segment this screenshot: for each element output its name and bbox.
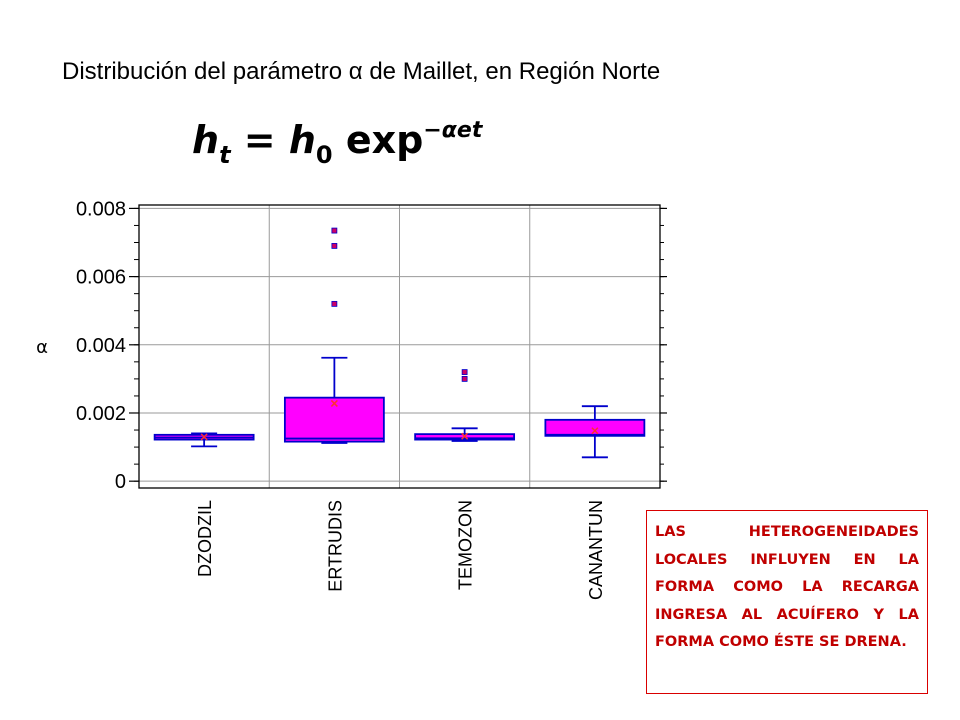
outlier-point <box>461 375 468 382</box>
alpha-boxplot-chart: 0 0.002 0.004 0.006 0.008 α DZODZIL ERTRUDIS TEM… <box>36 198 667 600</box>
formula-sub-zero: 0 <box>315 141 333 169</box>
mean-marker <box>591 427 599 435</box>
mean-marker <box>200 433 208 441</box>
y-axis-label: α <box>36 337 48 358</box>
outlier-point <box>461 369 468 375</box>
outlier-point <box>331 243 338 249</box>
mean-marker <box>461 432 469 440</box>
plot-frame <box>138 204 661 489</box>
note-box: LAS HETEROGENEIDADES LOCALES INFLUYEN EN… <box>646 510 928 694</box>
x-category-label: DZODZIL <box>195 500 215 577</box>
outlier-point <box>331 227 338 234</box>
slide-title: Distribución del parámetro α de Maillet,… <box>62 58 661 85</box>
x-category-label: TEMOZON <box>456 500 476 590</box>
formula-exp: exp <box>332 118 424 162</box>
formula-h0: h <box>288 118 316 162</box>
y-tick-label: 0.008 <box>76 198 126 220</box>
x-category-label: ERTRUDIS <box>325 500 345 592</box>
y-tick-label: 0 <box>115 471 126 493</box>
box-canantun <box>544 418 646 437</box>
formula-equals: = <box>230 118 289 162</box>
maillet-formula: ht = h0 exp−αet <box>192 118 482 169</box>
x-category-label: CANANTUN <box>586 500 606 600</box>
y-tick-label: 0.006 <box>76 267 126 289</box>
y-tick-label: 0.004 <box>76 335 126 357</box>
formula-exponent: −αet <box>423 118 483 143</box>
formula-h: h <box>192 118 220 162</box>
mean-marker <box>330 399 338 407</box>
y-tick-label: 0.002 <box>76 403 126 425</box>
outlier-point <box>331 300 338 307</box>
box-ertrudis <box>283 396 385 443</box>
formula-sub-t: t <box>219 141 231 169</box>
